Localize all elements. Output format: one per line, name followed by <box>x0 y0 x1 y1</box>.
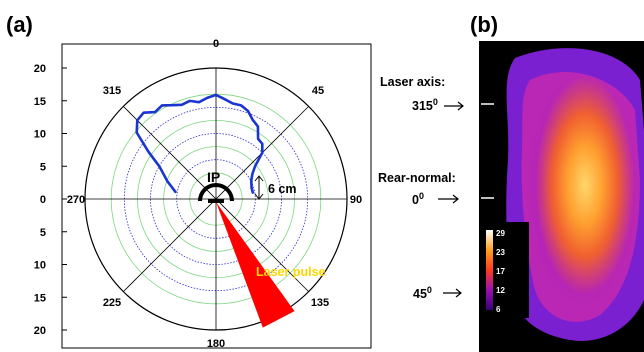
laser-axis-label: Laser axis: <box>380 75 445 89</box>
radial-tick-label: 10 <box>34 260 46 272</box>
colorbar-tick-label: 23 <box>496 248 505 257</box>
panel-label-a: (a) <box>6 12 33 37</box>
angle-labels: 0 45 90 135 180 225 270 315 <box>67 38 362 350</box>
angle-tick-label: 135 <box>311 297 329 309</box>
scale-marker: 6 cm <box>254 175 297 200</box>
colorbar-ticks: 29 23 17 12 6 <box>496 229 505 314</box>
radial-tick-label: 15 <box>34 96 46 108</box>
radial-tick-label: 5 <box>40 227 46 239</box>
panel-b-labels: Laser axis: 3150 Rear-normal: 00 450 <box>378 75 464 301</box>
scale-label: 6 cm <box>268 182 297 196</box>
plot-frame <box>61 43 372 349</box>
ip-marker: IP <box>198 169 234 203</box>
angle-tick-label: 45 <box>312 85 324 97</box>
laser-pulse-label: Laser pulse <box>256 265 326 279</box>
colorbar-tick-label: 29 <box>496 229 505 238</box>
colorbar: 29 23 17 12 6 <box>479 222 529 318</box>
radial-tick-label: 0 <box>40 194 46 206</box>
angle-tick-label: 180 <box>207 338 225 350</box>
radial-tick-label: 10 <box>34 129 46 141</box>
radial-axis: 20 15 10 5 0 5 10 15 20 <box>34 63 67 337</box>
series-group <box>135 93 264 194</box>
angle-tick-label: 315 <box>103 85 121 97</box>
laser-wedge-group <box>216 202 295 328</box>
heat-core-region <box>535 75 635 295</box>
radial-tick-label: 20 <box>34 63 46 75</box>
angle-tick-label: 270 <box>67 194 85 206</box>
colorbar-tick-label: 12 <box>496 286 505 295</box>
ip-label: IP <box>207 169 220 185</box>
colorbar-tick-label: 17 <box>496 267 505 276</box>
radial-tick-label: 5 <box>40 161 46 173</box>
heat-image: 29 23 17 12 6 <box>479 41 644 352</box>
colorbar-gradient <box>486 230 493 310</box>
series-line <box>135 93 264 194</box>
arrow-icon <box>438 194 459 204</box>
arrow-icon <box>443 288 462 298</box>
arrow-icon <box>444 101 464 111</box>
panel-label-b: (b) <box>470 12 498 37</box>
forty-five-angle: 450 <box>413 285 432 301</box>
radial-tick-label: 20 <box>34 325 46 337</box>
angle-tick-label: 0 <box>213 38 219 50</box>
rear-normal-angle: 00 <box>412 191 424 207</box>
laser-wedge <box>216 202 295 328</box>
rear-normal-label: Rear-normal: <box>378 171 456 185</box>
angle-tick-label: 225 <box>103 297 121 309</box>
radial-tick-label: 15 <box>34 292 46 304</box>
colorbar-tick-label: 6 <box>496 305 501 314</box>
laser-axis-angle: 3150 <box>412 97 438 113</box>
angle-tick-label: 90 <box>350 194 362 206</box>
